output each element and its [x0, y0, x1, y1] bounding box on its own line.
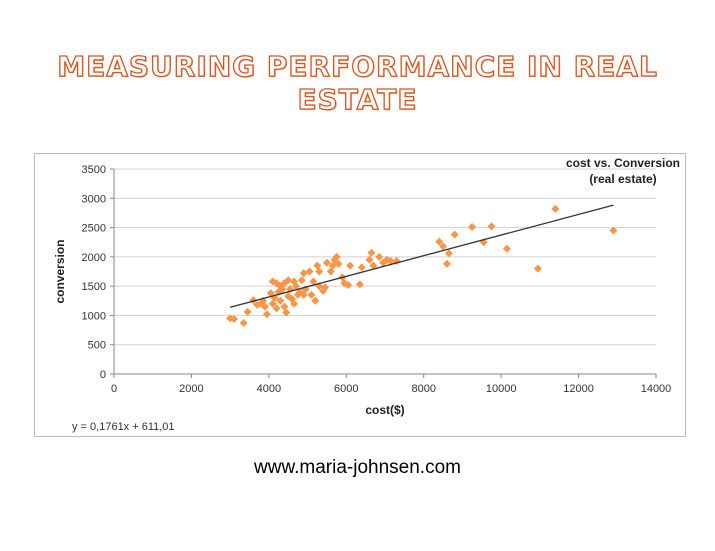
data-point [266, 289, 275, 298]
data-point [309, 277, 318, 286]
gridlines [114, 168, 656, 346]
data-point [272, 279, 281, 288]
y-tick-label: 2000 [82, 252, 106, 264]
data-point [392, 256, 401, 265]
data-point [386, 256, 395, 265]
data-point [311, 296, 320, 305]
x-tick-label: 12000 [563, 383, 594, 395]
chart-title-line: cost vs. Conversion [566, 156, 680, 170]
y-tick-label: 2500 [82, 223, 106, 235]
data-point [322, 258, 331, 267]
data-point [290, 299, 299, 308]
footer-url[interactable]: www.maria-johnsen.com [254, 457, 461, 478]
data-point [243, 307, 252, 316]
y-tick-label: 1000 [82, 310, 106, 322]
data-point [299, 269, 308, 278]
data-point [290, 277, 299, 286]
trendline-layer [229, 204, 614, 308]
data-point [315, 267, 324, 276]
data-point [340, 279, 349, 288]
data-point [357, 263, 366, 272]
chart-title-line: (real estate) [589, 172, 656, 186]
data-point [444, 249, 453, 258]
data-point [551, 204, 560, 213]
data-point [369, 261, 378, 270]
x-tick-label: 6000 [334, 383, 358, 395]
x-axis-title: cost($) [365, 403, 404, 417]
data-points [226, 204, 618, 328]
data-point [468, 222, 477, 231]
data-point [450, 230, 459, 239]
y-tick-label: 0 [100, 369, 106, 381]
data-point [284, 292, 293, 301]
scatter-chart: 0 500 1000 1500 2000 2500 3000 3500 0 2000 4000 600… [53, 156, 680, 417]
data-point [297, 276, 306, 285]
data-point [291, 282, 300, 291]
data-point [239, 319, 248, 328]
data-point [278, 285, 287, 294]
data-point [272, 304, 281, 313]
data-point [344, 280, 353, 289]
trendline [229, 204, 614, 308]
y-axis-title: conversion [53, 239, 67, 303]
x-tick-label: 14000 [641, 383, 672, 395]
chart-labels: 0 500 1000 1500 2000 2500 3000 3500 0 2000 4000 600… [53, 156, 680, 417]
y-tick-label: 1500 [82, 281, 106, 293]
data-point [502, 244, 511, 253]
slide-title: MEASURING PERFORMANCE IN REAL ESTATE [57, 49, 658, 116]
data-point [301, 285, 310, 294]
data-point [375, 252, 384, 261]
data-point [365, 255, 374, 264]
x-tick-label: 0 [111, 383, 117, 395]
data-point [307, 290, 316, 299]
x-tick-label: 4000 [257, 383, 281, 395]
data-point [249, 296, 258, 305]
data-point [276, 296, 285, 305]
data-point [355, 280, 364, 289]
data-point [319, 286, 328, 295]
axes [110, 168, 657, 378]
trendline-equation: y = 0,1761x + 611,01 [72, 421, 175, 433]
data-point [332, 252, 341, 261]
data-point [609, 226, 618, 235]
data-point [305, 267, 314, 276]
data-point [334, 259, 343, 268]
x-tick-label: 2000 [179, 383, 203, 395]
data-point [346, 261, 355, 270]
y-tick-label: 3000 [82, 193, 106, 205]
data-point [260, 302, 269, 311]
data-point [435, 237, 444, 246]
y-tick-label: 500 [88, 340, 106, 352]
data-point [230, 314, 239, 323]
data-point [282, 308, 291, 317]
data-point [442, 259, 451, 268]
data-point [262, 310, 271, 319]
data-point [367, 248, 376, 257]
x-tick-label: 8000 [411, 383, 435, 395]
data-point [268, 277, 277, 286]
data-point [328, 261, 337, 270]
data-point [487, 222, 496, 231]
x-tick-label: 10000 [486, 383, 517, 395]
data-point [533, 264, 542, 273]
data-point [284, 276, 293, 285]
chart-frame: 0 500 1000 1500 2000 2500 3000 3500 0 2000 4000 600… [34, 153, 686, 437]
y-tick-label: 3500 [82, 164, 106, 176]
data-point [320, 283, 329, 292]
data-point [439, 242, 448, 251]
